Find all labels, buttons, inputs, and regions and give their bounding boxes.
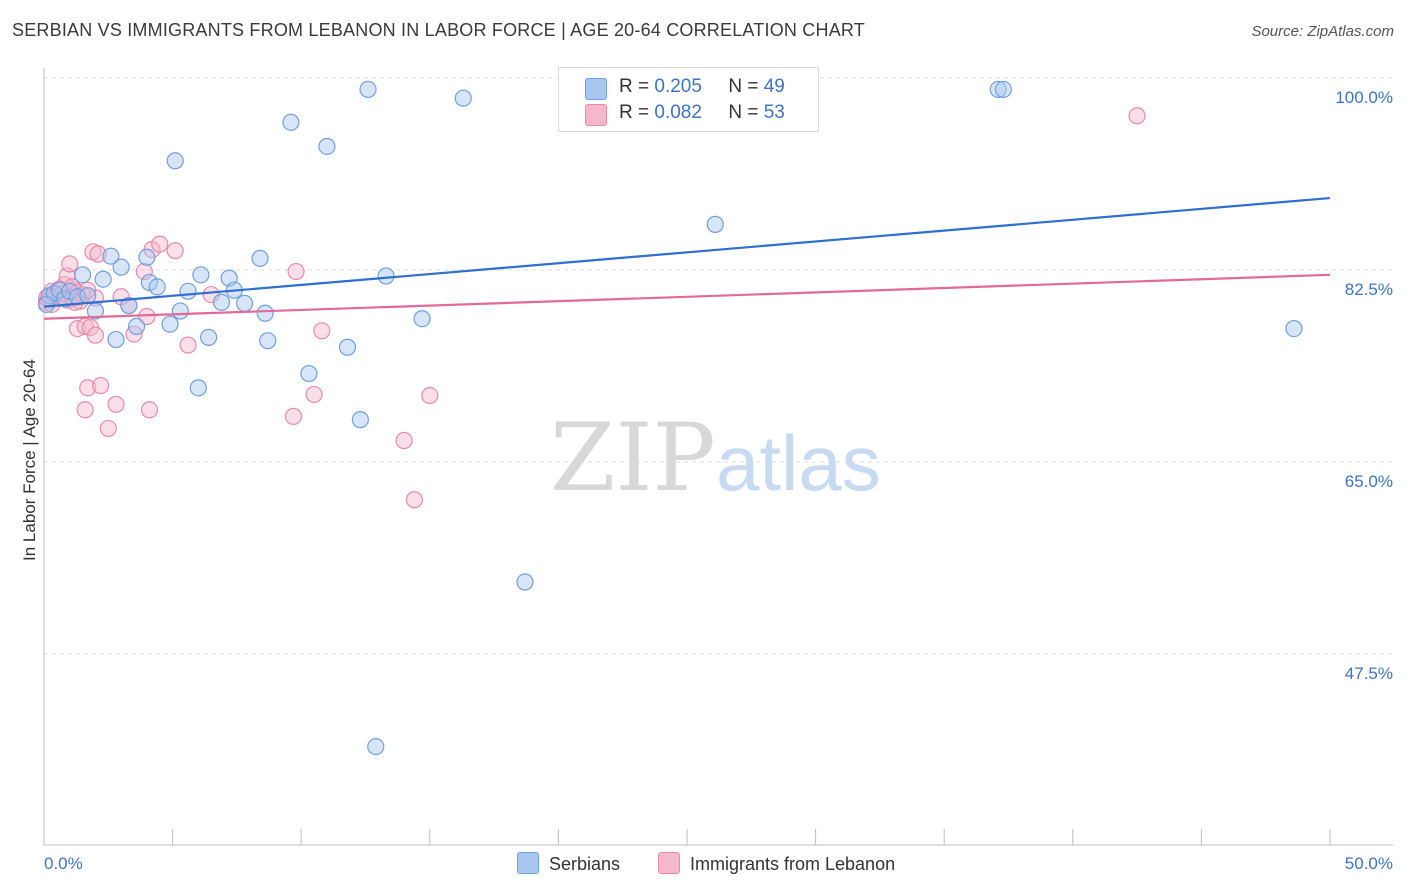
serbian-point: [212, 293, 231, 311]
stats-legend: R = 0.205 N = 49 R = 0.082 N = 53: [558, 67, 819, 132]
y-tick-label: 65.0%: [1345, 472, 1393, 491]
legend-r-label: R =: [619, 102, 650, 123]
serbian-point: [192, 266, 210, 284]
x-tick-label-min: 0.0%: [44, 854, 83, 873]
serbian-point: [251, 249, 269, 267]
lebanon-point: [76, 401, 94, 419]
chart-title: SERBIAN VS IMMIGRANTS FROM LEBANON IN LA…: [12, 20, 865, 40]
serbian-point: [37, 295, 56, 314]
serbian-point: [179, 282, 197, 300]
bottom-legend-swatch-pink: [658, 852, 680, 874]
serbian-point: [706, 215, 724, 233]
serbian-point: [256, 304, 274, 322]
source-label: Source: ZipAtlas.com: [1251, 23, 1394, 40]
lebanon-point: [1128, 107, 1146, 125]
bottom-legend-swatch-blue: [517, 852, 539, 874]
serbian-point: [200, 328, 218, 346]
y-axis-title: In Labor Force | Age 20-64: [20, 359, 39, 561]
lebanon-point: [395, 431, 413, 450]
legend-n-label: N =: [728, 102, 759, 123]
serbian-point: [359, 80, 377, 99]
serbian-point: [516, 573, 534, 591]
serbian-point: [318, 137, 336, 156]
y-tick-label: 47.5%: [1345, 664, 1393, 683]
lebanon-point: [135, 262, 153, 281]
bottom-legend-label: Immigrants from Lebanon: [690, 854, 896, 874]
serbian-point: [107, 330, 125, 349]
bottom-legend-serbians: Serbians: [517, 852, 620, 875]
serbian-point: [454, 89, 472, 107]
y-tick-label: 100.0%: [1335, 88, 1393, 107]
lebanon-point: [305, 385, 323, 404]
lebanon-point: [179, 336, 197, 354]
legend-r-value: 0.082: [654, 102, 702, 123]
serbian-point: [166, 152, 184, 170]
serbians-trend-line: [43, 196, 1331, 308]
lebanon-point: [79, 379, 97, 397]
watermark-zip: ZIP: [550, 404, 716, 513]
lebanon-point: [89, 245, 107, 263]
serbian-point: [73, 266, 92, 284]
lebanon-point: [287, 262, 305, 281]
legend-swatch-pink: [585, 104, 607, 126]
lebanon-point: [61, 255, 79, 273]
serbian-point: [367, 738, 385, 756]
lebanon-point: [405, 491, 423, 509]
serbian-point: [338, 338, 357, 356]
serbian-point: [236, 294, 254, 312]
lebanon-point: [166, 242, 184, 260]
serbian-point: [79, 287, 97, 305]
serbian-point: [189, 379, 207, 397]
lebanon-trend-line: [43, 273, 1331, 320]
serbian-point: [112, 258, 130, 276]
series-serbians-points: [37, 80, 1303, 756]
serbian-point: [161, 315, 179, 333]
legend-swatch-blue: [585, 78, 607, 100]
lebanon-point: [107, 395, 125, 413]
axes: [43, 68, 1393, 846]
lebanon-point: [91, 377, 110, 395]
serbian-point: [282, 113, 300, 131]
legend-n-value: 49: [763, 76, 785, 97]
serbian-point: [148, 278, 166, 296]
serbian-point: [102, 247, 120, 265]
serbian-point: [259, 332, 277, 350]
legend-r-value: 0.205: [654, 76, 702, 97]
x-tick-label-max: 50.0%: [1345, 854, 1393, 873]
legend-n-label: N =: [728, 76, 759, 97]
lebanon-point: [151, 235, 169, 253]
serbian-point: [127, 317, 146, 335]
serbian-point: [377, 267, 395, 285]
serbian-point: [138, 248, 156, 266]
serbian-point: [171, 302, 189, 320]
lebanon-point: [86, 326, 105, 344]
serbian-point: [413, 310, 431, 328]
y-tick-label: 82.5%: [1345, 280, 1393, 299]
trend-lines: [43, 196, 1331, 320]
watermark-atlas: atlas: [716, 419, 881, 507]
lebanon-point: [140, 401, 159, 419]
y-tick-labels: 100.0% 82.5% 65.0% 47.5%: [1335, 88, 1393, 683]
serbian-point: [989, 80, 1007, 99]
lebanon-point: [421, 386, 439, 405]
lebanon-point: [99, 419, 117, 438]
serbian-point: [120, 296, 138, 315]
serbian-point: [1285, 319, 1303, 338]
watermark: ZIP atlas: [550, 404, 881, 513]
serbian-point: [351, 411, 369, 429]
bottom-legend-label: Serbians: [549, 854, 621, 874]
serbian-point: [94, 270, 112, 288]
legend-n-value: 53: [763, 102, 785, 123]
gridlines: [44, 77, 1393, 655]
x-ticks: [43, 829, 1331, 845]
legend-r-label: R =: [619, 76, 650, 97]
lebanon-point: [313, 322, 331, 340]
serbian-point: [300, 364, 318, 383]
serbian-point: [994, 80, 1012, 99]
lebanon-point: [79, 281, 97, 299]
lebanon-point: [284, 407, 303, 425]
bottom-legend-lebanon: Immigrants from Lebanon: [658, 852, 895, 875]
